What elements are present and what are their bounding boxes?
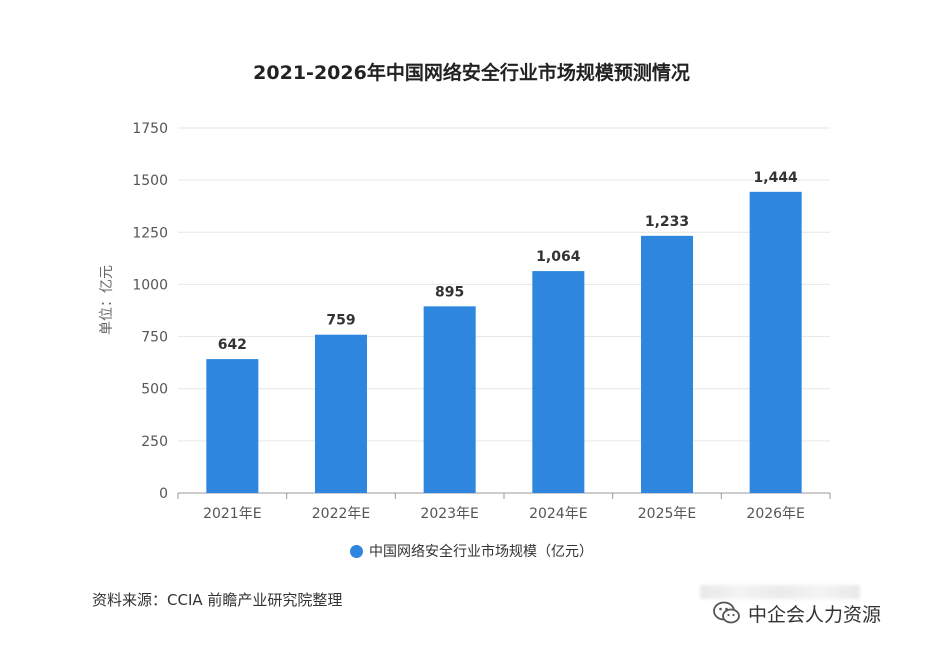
x-tick-label: 2022年E bbox=[312, 506, 370, 522]
y-tick-label: 750 bbox=[141, 330, 168, 346]
data-label: 1,233 bbox=[645, 214, 689, 230]
source-note: 资料来源：CCIA 前瞻产业研究院整理 bbox=[92, 591, 343, 609]
data-label: 895 bbox=[435, 284, 464, 300]
bar bbox=[532, 271, 585, 493]
legend-label: 中国网络安全行业市场规模（亿元） bbox=[369, 544, 593, 560]
data-label: 1,444 bbox=[754, 170, 799, 186]
data-label: 759 bbox=[326, 313, 355, 329]
data-label: 1,064 bbox=[536, 249, 581, 265]
brand-name: 中企会人力资源 bbox=[748, 603, 882, 626]
x-tick-label: 2021年E bbox=[203, 506, 261, 522]
y-tick-label: 250 bbox=[141, 434, 168, 450]
footer-brand: 中企会人力资源 bbox=[712, 596, 881, 630]
bar bbox=[315, 334, 367, 493]
bar bbox=[641, 235, 693, 493]
y-tick-label: 1000 bbox=[132, 277, 168, 293]
y-tick-label: 1500 bbox=[132, 173, 168, 189]
y-tick-label: 500 bbox=[141, 382, 168, 398]
bar bbox=[749, 191, 802, 493]
data-label: 642 bbox=[218, 337, 247, 353]
x-tick-label: 2025年E bbox=[638, 506, 696, 522]
bar bbox=[423, 306, 476, 493]
wechat-icon bbox=[713, 601, 740, 624]
y-tick-label: 0 bbox=[159, 486, 168, 502]
blurred-watermark bbox=[700, 585, 860, 599]
x-tick-label: 2026年E bbox=[746, 506, 804, 522]
x-tick-label: 2023年E bbox=[420, 506, 478, 522]
bar bbox=[206, 359, 259, 493]
x-tick-label: 2024年E bbox=[529, 506, 587, 522]
chart-title: 2021-2026年中国网络安全行业市场规模预测情况 bbox=[253, 62, 690, 84]
y-tick-label: 1250 bbox=[132, 225, 168, 241]
legend-swatch bbox=[350, 545, 363, 558]
y-tick-label: 1750 bbox=[132, 121, 168, 137]
legend: 中国网络安全行业市场规模（亿元） bbox=[0, 541, 943, 561]
